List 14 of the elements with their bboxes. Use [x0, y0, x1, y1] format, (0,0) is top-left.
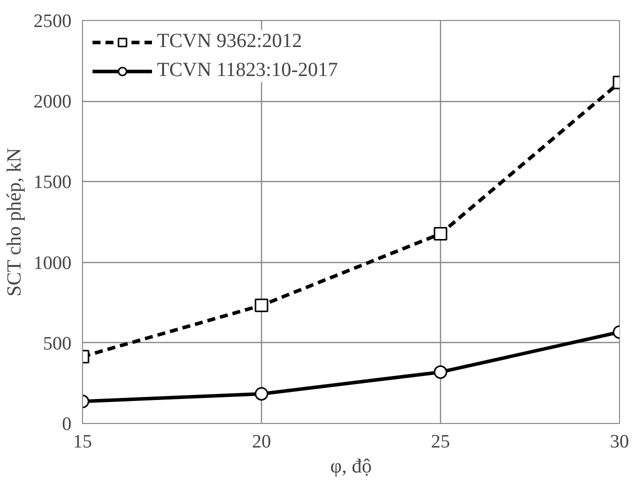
y-tick-label: 1000 — [34, 252, 72, 274]
y-tick-label: 1500 — [34, 172, 72, 194]
x-tick-label: 20 — [252, 432, 271, 452]
legend-label: TCVN 11823:10-2017 — [157, 59, 338, 82]
y-tick-label: 2000 — [34, 92, 72, 113]
y-axis-title: SCT cho phép, kN — [4, 148, 26, 296]
y-tick-label: 0 — [62, 414, 72, 435]
x-tick-label: 25 — [431, 432, 450, 452]
x-axis-title: φ, độ — [330, 456, 372, 478]
y-tick-label: 500 — [43, 333, 72, 354]
x-tick-label: 30 — [610, 432, 629, 452]
x-tick-label: 15 — [73, 432, 92, 452]
legend-label: TCVN 9362:2012 — [157, 30, 302, 53]
y-tick-label: 2500 — [34, 11, 72, 32]
